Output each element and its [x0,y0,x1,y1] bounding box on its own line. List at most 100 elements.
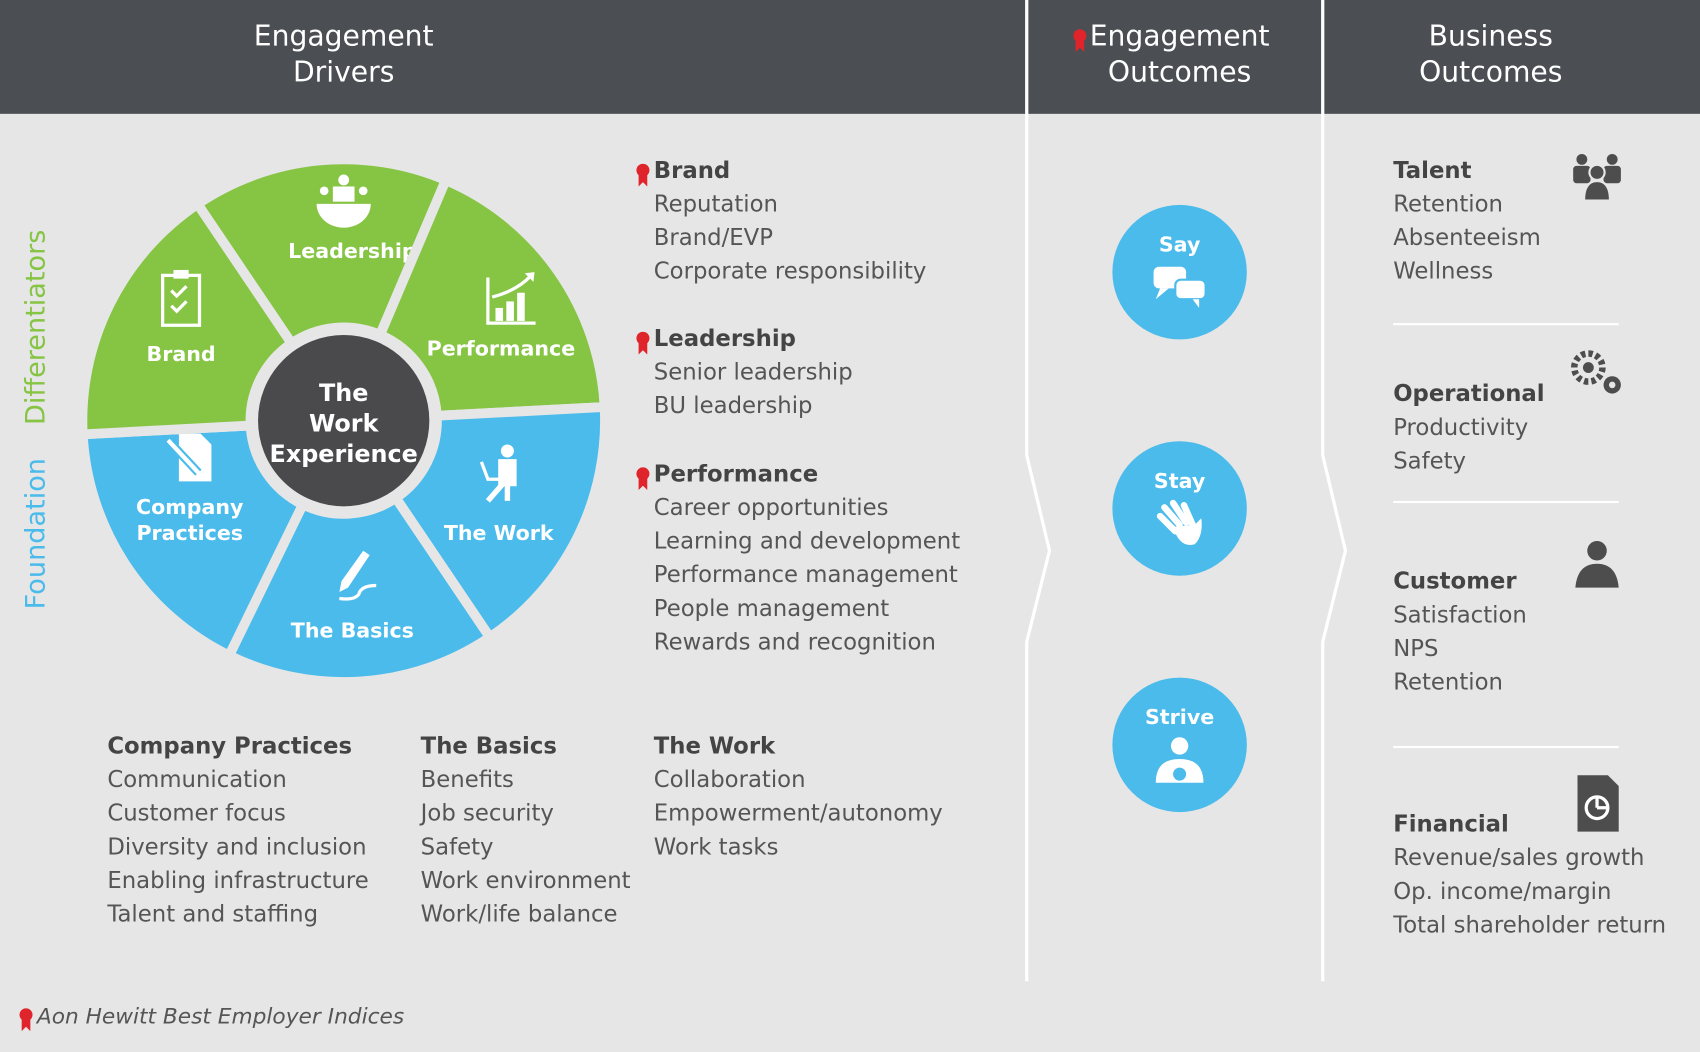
work-experience-wheel: Leadership Performance The Work The Basics C… [77,154,610,687]
list-item: Retention [1393,668,1503,695]
section-divider [1393,323,1619,326]
bar-chart-growth-icon [486,272,536,325]
award-ribbon-icon [19,1008,33,1032]
section-divider [1393,500,1619,504]
list-heading: The Basics [420,732,557,759]
list-heading: Financial [1393,810,1509,838]
business-outcomes-title: Business Outcomes [1382,20,1599,92]
wheel-center-label: The [319,379,368,407]
list-item: Performance management [653,561,958,588]
list-item: Job security [420,800,554,827]
title-line: Outcomes [1419,56,1563,89]
award-ribbon-icon [636,467,650,491]
list-item: Safety [420,833,494,860]
list-item: BU leadership [653,392,813,419]
list-item: Brand/EVP [653,224,773,251]
outcome-stay: Stay [1112,441,1247,576]
list-item: NPS [1393,635,1439,662]
list-item: Learning and development [653,528,961,555]
title-line: Engagement [1089,20,1270,54]
list-item: Productivity [1393,414,1529,441]
section-divider [1393,745,1619,749]
list-item: Work tasks [653,833,779,860]
list-heading: Talent [1393,157,1472,184]
award-ribbon-icon [636,163,650,187]
list-item: Safety [1393,447,1467,474]
list-heading: Operational [1393,380,1545,407]
list-heading: Brand [653,157,731,184]
wheel-segment-brand [77,197,299,440]
list-item: Enabling infrastructure [107,867,369,894]
outcome-label: Strive [1144,705,1215,730]
list-item: Customer focus [107,800,286,827]
list-item: Benefits [420,766,514,793]
person-icon [1575,541,1619,588]
wheel-segment-the-work [389,401,610,645]
engagement-drivers-title: Engagement Drivers [235,20,452,92]
list-item: Work/life balance [420,900,618,927]
list-item: Total shareholder return [1393,911,1667,938]
list-item: Diversity and inclusion [107,833,367,860]
list-item: Talent and staffing [107,900,319,927]
foundation-list: Company Practices Communication Customer f… [107,730,368,932]
medal-person-icon [1155,737,1204,783]
list-item: Op. income/margin [1393,878,1612,905]
title-line: Outcomes [1107,56,1252,89]
list-item: Career opportunities [653,494,889,521]
list-item: Absenteeism [1393,224,1541,251]
outcome-label: Stay [1153,469,1206,494]
wheel-segment-label: Leadership [288,239,416,263]
list-heading: Leadership [653,325,796,352]
engagement-outcomes-title: Engagement Outcomes [1071,20,1288,92]
award-ribbon-icon [1073,29,1087,53]
wheel-segment-label: The Work [444,521,555,545]
pie-chart-document-icon [1577,775,1619,832]
list-item: People management [653,595,890,622]
list-item: Work environment [420,867,631,894]
wheel-segment-company-practices [77,420,310,663]
wheel-segment-label: Company Practices [136,495,244,545]
wheel-center-label: Work [309,410,380,438]
business-outcome-financial: Financial Revenue/sales growth Op. income/… [1393,808,1666,942]
list-item: Retention [1393,190,1503,217]
list-heading: Company Practices [107,732,353,759]
person-at-laptop-icon [479,444,517,503]
list-item: Empowerment/autonomy [653,800,943,827]
wheel-segment-label: The Basics [291,619,414,643]
list-item: Rewards and recognition [653,628,936,655]
list-heading: Customer [1393,568,1517,595]
gears-icon [1571,350,1621,394]
wheel-center-label: Experience [270,440,418,468]
list-item: Collaboration [653,766,806,793]
pen-signature-icon [339,550,377,601]
list-item: Revenue/sales growth [1393,844,1645,871]
wheel-segment-performance [373,173,610,421]
list-item: Communication [107,766,287,793]
list-item: Wellness [1393,258,1494,285]
meeting-icon [316,174,371,228]
wheel-segment-label: Brand [147,342,216,366]
foundation-label: Foundation [19,458,51,610]
foundation-list: The Work Collaboration Empowerment/autonom… [654,730,943,864]
header-bar [0,0,1700,114]
outcome-strive: Strive [1112,677,1247,813]
title-line: Business [1428,20,1553,54]
clipboard-check-icon [161,269,202,327]
list-heading: Performance [653,460,819,487]
differentiator-list: Leadership Senior leadership BU leadership [654,322,853,423]
business-outcome-talent: Talent Retention Absenteeism Wellness [1393,154,1541,288]
speech-bubbles-icon [1153,266,1207,308]
title-line: Drivers [292,56,395,89]
differentiator-list: Performance Career opportunities Learning … [654,458,960,660]
list-item: Satisfaction [1393,601,1527,628]
document-pencil-icon [164,433,212,482]
foundation-list: The Basics Benefits Job security Safety Work… [421,730,631,932]
differentiators-label: Differentiators [19,229,51,426]
wheel-center [251,328,436,513]
footer-legend: Aon Hewitt Best Employer Indices [36,1002,405,1029]
title-line: Engagement [253,20,434,54]
outcome-label: Say [1158,233,1201,257]
wheel-segment-leadership [190,154,453,351]
